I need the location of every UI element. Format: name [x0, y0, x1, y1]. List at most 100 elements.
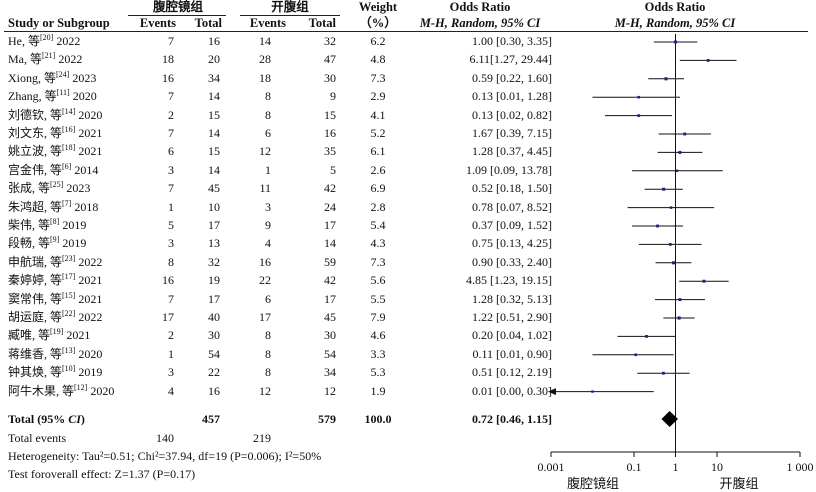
events-ctrl: 11	[259, 181, 271, 196]
total-n-exp: 457	[202, 412, 220, 426]
weight-value: 7.3	[370, 70, 386, 85]
x-tick-label: 1	[673, 460, 679, 474]
total-ctrl: 30	[324, 70, 336, 85]
total-exp: 10	[208, 199, 220, 214]
pooled-diamond	[661, 411, 679, 427]
point-estimate-marker	[678, 298, 682, 302]
events-ctrl: 12	[259, 383, 271, 398]
events-ctrl: 22	[259, 273, 271, 288]
total-exp: 17	[208, 291, 220, 306]
total-ctrl: 59	[324, 254, 336, 269]
total-weight: 100.0	[364, 412, 392, 426]
or-ci-value: 0.59 [0.22, 1.60]	[472, 70, 552, 85]
weight-value: 6.2	[370, 34, 386, 48]
events-ctrl: 8	[265, 89, 271, 104]
study-name: 柴伟, 等[8] 2019	[8, 217, 87, 233]
or-ci-value: 0.13 [0.02, 0.82]	[472, 107, 552, 122]
total-ctrl: 24	[324, 199, 336, 214]
events-ctrl: 18	[259, 70, 271, 85]
total-ctrl-header: Total	[308, 16, 336, 30]
total-exp: 14	[208, 89, 220, 104]
study-name: 申航瑞, 等[23] 2022	[8, 253, 103, 269]
weight-value: 2.9	[370, 89, 386, 104]
study-name: 刘德钦, 等[14] 2020	[8, 106, 103, 122]
total-exp: 22	[208, 365, 220, 380]
or-ci-value: 0.75 [0.13, 4.25]	[472, 236, 552, 251]
events-exp: 7	[168, 89, 174, 104]
events-ctrl: 8	[265, 328, 271, 343]
header-rule	[4, 31, 808, 32]
events-ctrl: 8	[265, 365, 271, 380]
x-tick-label: 0.001	[538, 460, 565, 474]
total-events-exp: 140	[156, 431, 174, 445]
total-ctrl: 16	[324, 126, 336, 140]
total-exp: 34	[208, 70, 220, 85]
point-estimate-marker	[706, 58, 710, 62]
events-exp: 7	[168, 126, 174, 140]
events-exp: 3	[168, 236, 174, 251]
events-exp-header: Events	[139, 16, 176, 30]
or-ci-value: 1.28 [0.32, 5.13]	[472, 291, 552, 306]
weight-value: 2.8	[370, 199, 386, 214]
point-estimate-marker	[637, 95, 640, 99]
weight-value: 7.3	[370, 254, 386, 269]
weight-value: 4.1	[370, 107, 386, 122]
total-ctrl: 14	[324, 236, 336, 251]
total-ctrl: 30	[324, 328, 336, 343]
group-ctrl-underline	[240, 15, 340, 16]
total-exp: 32	[208, 254, 220, 269]
total-ctrl: 12	[324, 383, 336, 398]
point-estimate-marker	[675, 169, 679, 173]
weight-value: 5.6	[370, 273, 386, 288]
or-ci-value: 1.09 [0.09, 13.78]	[466, 162, 552, 177]
events-exp: 8	[168, 254, 174, 269]
events-ctrl: 4	[265, 236, 271, 251]
plot-title-header: Odds Ratio	[644, 0, 706, 14]
study-name: 刘文东, 等[16] 2021	[8, 125, 103, 141]
total-events-label: Total events	[8, 431, 67, 445]
study-name: 臧唯, 等[19] 2021	[8, 327, 91, 343]
total-n-ctrl: 579	[318, 412, 336, 426]
events-exp: 18	[162, 52, 174, 67]
events-ctrl-header: Events	[249, 16, 286, 30]
events-exp: 7	[168, 34, 174, 48]
point-estimate-marker	[674, 40, 677, 44]
weight-value: 2.6	[370, 162, 386, 177]
plot-method-header: M-H, Random, 95% CI	[614, 16, 736, 30]
or-title-header: Odds Ratio	[449, 0, 511, 14]
point-estimate-marker	[634, 353, 638, 357]
events-ctrl: 16	[259, 254, 271, 269]
total-exp: 15	[208, 144, 220, 159]
point-estimate-marker	[591, 390, 594, 393]
point-estimate-marker	[668, 243, 672, 246]
study-name: 蒋维香, 等[13] 2020	[8, 345, 103, 361]
weight-value: 7.9	[370, 310, 386, 324]
weight-value: 1.9	[370, 383, 386, 398]
total-ci: 0.72 [0.46, 1.15]	[472, 412, 552, 426]
point-estimate-marker	[702, 279, 706, 283]
study-name: 胡运庭, 等[22] 2022	[8, 309, 103, 325]
or-ci-value: 1.22 [0.51, 2.90]	[472, 310, 552, 324]
x-tick-label: 0.1	[627, 460, 642, 474]
or-ci-value: 0.51 [0.12, 2.19]	[472, 365, 552, 380]
point-estimate-marker	[645, 335, 648, 338]
or-ci-value: 4.85 [1.23, 19.15]	[466, 273, 552, 288]
study-name: 段畅, 等[9] 2019	[8, 235, 87, 251]
or-ci-value: 0.52 [0.18, 1.50]	[472, 181, 552, 196]
total-exp-header: Total	[194, 16, 222, 30]
total-label: Total (95% CI)	[8, 412, 85, 426]
total-exp: 20	[208, 52, 220, 67]
events-exp: 2	[168, 328, 174, 343]
study-name: Zhang, 等[11] 2020	[8, 88, 97, 104]
weight-value: 4.8	[370, 52, 386, 67]
events-ctrl: 1	[265, 162, 271, 177]
study-name: 阿牛木果, 等[12] 2020	[8, 382, 115, 398]
total-ctrl: 54	[324, 346, 336, 361]
total-ctrl: 17	[324, 218, 336, 232]
or-ci-value: 1.00 [0.30, 3.35]	[472, 34, 552, 48]
total-exp: 16	[208, 34, 220, 48]
events-exp: 5	[168, 218, 174, 232]
or-ci-value: 0.11 [0.01, 0.90]	[472, 346, 552, 361]
total-ctrl: 47	[324, 52, 336, 67]
x-tick-label: 1 000	[787, 460, 814, 474]
